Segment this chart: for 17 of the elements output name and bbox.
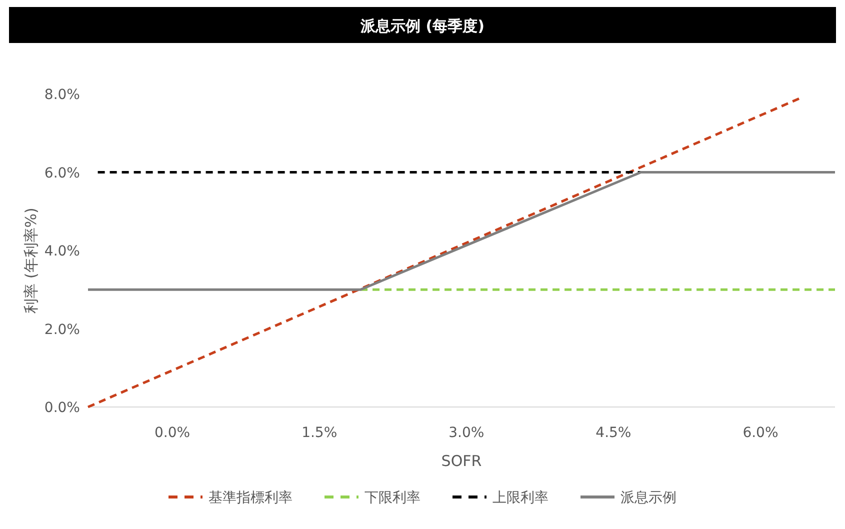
x-tick-label: 1.5%	[302, 425, 338, 441]
chart-title: 派息示例 (每季度)	[360, 17, 484, 35]
y-tick-label: 8.0%	[44, 87, 80, 103]
y-tick-label: 0.0%	[44, 400, 80, 416]
x-tick-label: 6.0%	[742, 425, 778, 441]
y-tick-label: 6.0%	[44, 165, 80, 182]
y-axis-title: 利率 (年利率%)	[22, 208, 40, 314]
y-tick-label: 2.0%	[44, 322, 80, 338]
legend-label: 下限利率	[364, 490, 420, 506]
x-axis-title: SOFR	[441, 452, 482, 470]
legend-label: 派息示例	[620, 490, 676, 506]
legend-label: 上限利率	[492, 490, 548, 506]
y-tick-label: 4.0%	[44, 244, 80, 260]
x-tick-label: 4.5%	[596, 425, 632, 441]
x-tick-label: 3.0%	[448, 425, 484, 441]
x-tick-label: 0.0%	[154, 425, 190, 441]
legend-label: 基準指標利率	[208, 490, 292, 506]
